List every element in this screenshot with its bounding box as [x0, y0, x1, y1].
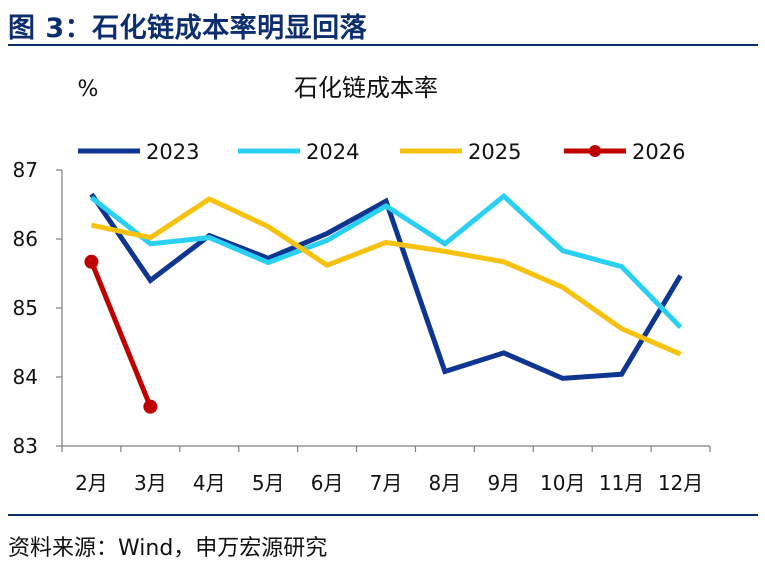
legend-label-2026: 2026: [632, 140, 685, 164]
x-tick-label: 4月: [193, 471, 226, 495]
series-line-2026: [89, 260, 153, 408]
legend-label-2024: 2024: [306, 140, 359, 164]
title-divider: [8, 44, 758, 46]
y-tick-label: 87: [13, 158, 38, 182]
axes: 83 84 85 86 87 2月 3月 4月 5月 6月 7月 8月 9月 10月 11月 12月: [13, 158, 711, 495]
y-tick-label: 84: [13, 365, 38, 389]
source-note: 资料来源：Wind，申万宏源研究: [8, 536, 328, 561]
legend-label-2023: 2023: [146, 140, 199, 164]
x-tick-label: 3月: [134, 471, 167, 495]
x-tick-label: 10月: [540, 471, 585, 495]
line-chart: % 石化链成本率 2023 2024 2025 2026 83 84 85 86 87 2月 3月…: [13, 74, 711, 495]
y-tick-label: 86: [13, 227, 38, 251]
data-point-2026: [84, 254, 99, 269]
x-tick-label: 8月: [429, 471, 462, 495]
y-axis-unit: %: [78, 77, 99, 102]
x-tick-label: 9月: [487, 471, 520, 495]
x-tick-label: 2月: [75, 471, 108, 495]
x-tick-label: 6月: [311, 471, 344, 495]
legend: 2023 2024 2025 2026: [78, 140, 685, 164]
series-layer: [84, 192, 683, 414]
series-line-2025: [90, 196, 682, 357]
x-tick-label: 12月: [658, 471, 703, 495]
y-tick-label: 85: [13, 296, 38, 320]
series-line-2023: [89, 192, 683, 381]
source-divider: [8, 514, 758, 516]
chart-title: 石化链成本率: [294, 74, 438, 102]
data-point-2026: [143, 399, 158, 414]
y-tick-label: 83: [13, 434, 38, 458]
x-tick-label: 7月: [370, 471, 403, 495]
x-tick-label: 11月: [599, 471, 644, 495]
legend-label-2025: 2025: [468, 140, 521, 164]
figure-title: 图 3：石化链成本率明显回落: [8, 13, 368, 44]
x-tick-label: 5月: [252, 471, 285, 495]
series-line-2024: [89, 192, 683, 330]
legend-marker-2026: [589, 145, 601, 157]
